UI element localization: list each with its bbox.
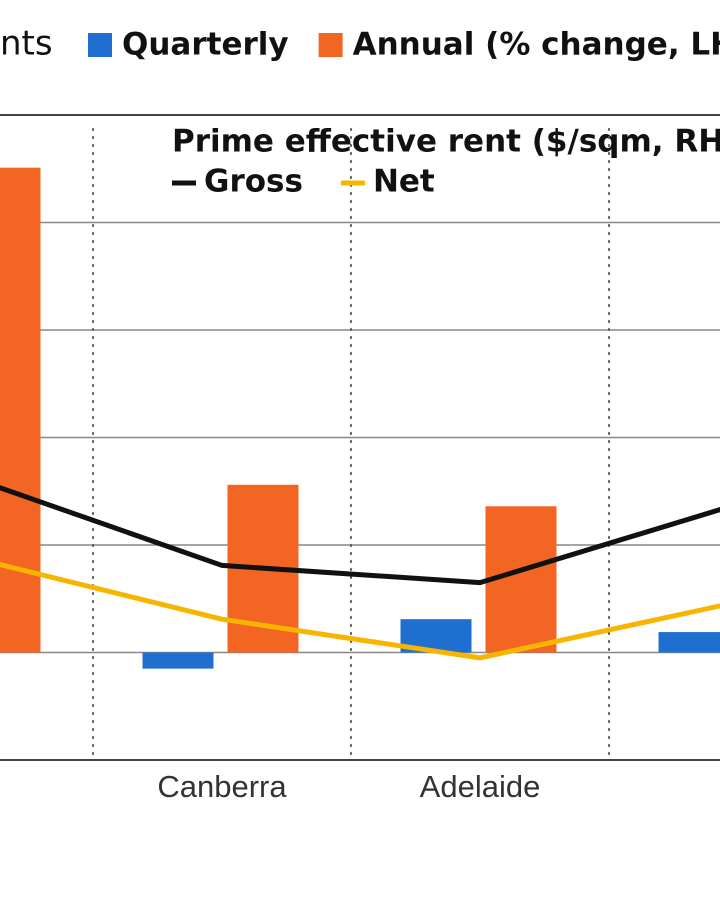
legend-label: Gross: [204, 164, 303, 200]
legend-label: Annual (% change, LH: [353, 27, 720, 63]
bar: [658, 632, 720, 653]
legend-swatch: [88, 33, 112, 57]
x-tick-label: Adelaide: [420, 769, 541, 804]
legend-label: Quarterly: [122, 27, 289, 63]
legend-title: Prime effective rent ($/sqm, RH: [172, 124, 720, 160]
bar: [142, 652, 214, 669]
legend-swatch: [318, 33, 343, 57]
line: [0, 562, 720, 661]
bar: [0, 167, 41, 653]
line: [0, 485, 720, 586]
legend-label: Net: [373, 164, 435, 200]
x-tick-label: Canberra: [157, 769, 287, 804]
chart-title: nts: [0, 24, 53, 64]
